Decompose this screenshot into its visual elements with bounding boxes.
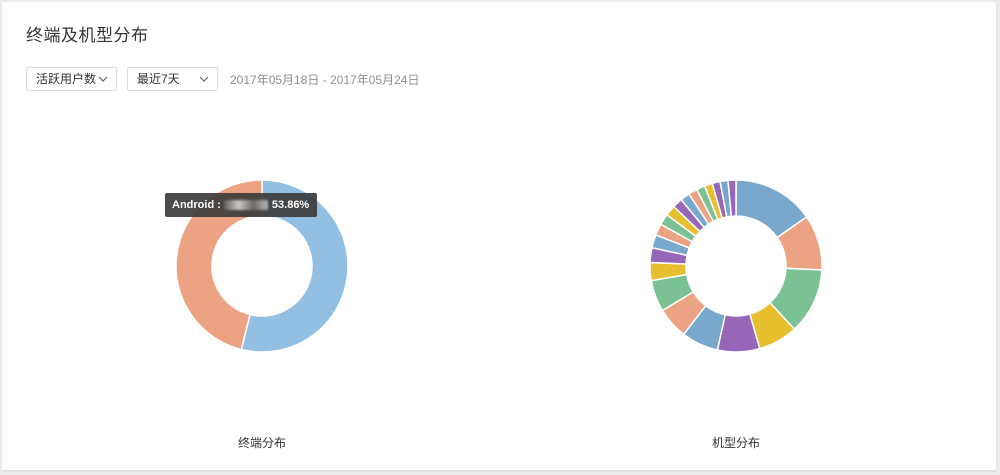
terminal-slice-ios[interactable] <box>175 179 263 351</box>
model-slice-22[interactable] <box>727 179 737 218</box>
metric-select-value: 活跃用户数 <box>36 72 97 86</box>
tooltip-separator: : <box>217 199 221 211</box>
chevron-down-icon <box>98 76 108 82</box>
chevron-down-icon <box>199 76 209 82</box>
tooltip-percent: 53.86% <box>271 199 310 211</box>
page-title: 终端及机型分布 <box>26 26 149 45</box>
redacted-value <box>223 200 268 211</box>
charts-canvas <box>175 179 823 353</box>
model-chart-title: 机型分布 <box>711 436 760 450</box>
metric-select[interactable]: 活跃用户数 <box>26 67 117 91</box>
date-range-text: 2017年05月18日 - 2017年05月24日 <box>230 73 420 87</box>
time-range-select[interactable]: 最近7天 <box>127 67 218 91</box>
terminal-chart-title: 终端分布 <box>237 436 286 450</box>
tooltip-label: Android <box>172 199 215 211</box>
chart-tooltip: Android : 53.86% <box>165 193 318 217</box>
terminal-slice-android[interactable] <box>240 179 349 353</box>
distribution-card: 终端及机型分布 活跃用户数 最近7天 2017年05月18日 - 2017年05… <box>2 2 996 470</box>
time-range-select-value: 最近7天 <box>137 72 180 86</box>
